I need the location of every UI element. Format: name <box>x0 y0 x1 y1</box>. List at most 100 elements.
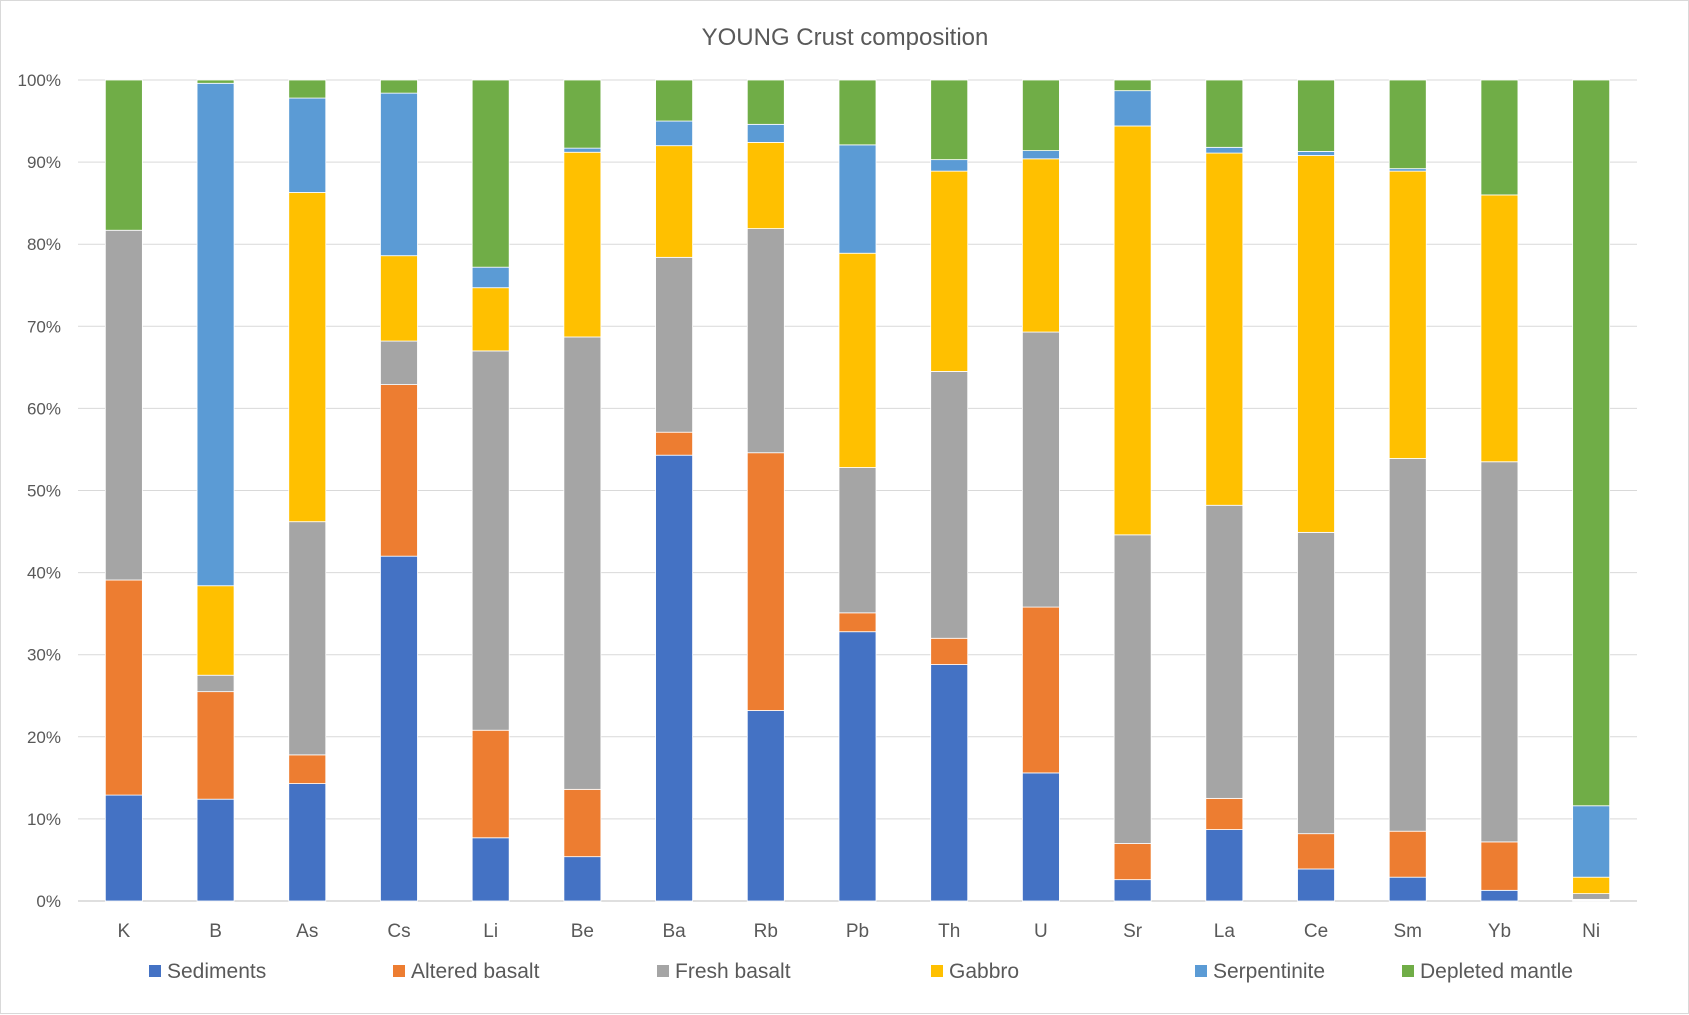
bar-segment-As-altered-basalt <box>288 754 327 784</box>
bar-segment-Th-sediments <box>930 664 969 902</box>
x-category-label-Yb: Yb <box>1488 921 1511 942</box>
legend-item-fresh-basalt: Fresh basalt <box>657 960 791 983</box>
bar-segment-U-sediments <box>1022 772 1060 902</box>
bar-segment-Li-altered-basalt <box>471 729 510 839</box>
bar-segment-Ni-depleted-mantle <box>1572 79 1611 807</box>
bar-segment-Th-fresh-basalt <box>930 371 969 639</box>
bar-stack-La <box>1205 79 1244 902</box>
bar-stack-Ba <box>655 79 693 902</box>
x-category-label-As: As <box>296 921 318 942</box>
bar-segment-Cs-depleted-mantle <box>380 79 418 94</box>
bar-segment-Rb-altered-basalt <box>746 452 785 711</box>
bar-segment-Rb-sediments <box>746 710 785 902</box>
bar-stack-Th <box>930 79 969 902</box>
bar-segment-Ba-sediments <box>655 454 693 902</box>
bar-segment-As-serpentinite <box>288 97 327 193</box>
y-tick-label: 100% <box>18 71 61 90</box>
bar-segment-Cs-fresh-basalt <box>380 340 418 385</box>
x-category-label-Cs: Cs <box>387 921 410 942</box>
y-tick-label: 0% <box>36 892 61 911</box>
bar-segment-Yb-fresh-basalt <box>1480 461 1519 843</box>
y-tick-label: 60% <box>27 399 61 418</box>
bar-segment-Cs-serpentinite <box>380 92 418 257</box>
bar-segment-K-altered-basalt <box>104 579 143 796</box>
x-category-label-B: B <box>209 921 222 942</box>
bar-segment-Rb-serpentinite <box>746 123 785 143</box>
legend-label: Sediments <box>167 960 266 983</box>
x-axis-category-labels: K B As Cs Li Be Ba Rb Pb Th U Sr La Ce Sm Yb Ni <box>118 921 1601 942</box>
bar-segment-Sr-sediments <box>1113 879 1152 902</box>
bar-segment-Be-serpentinite <box>563 147 602 153</box>
bar-stack-U <box>1022 79 1060 902</box>
bar-segment-Yb-gabbro <box>1480 194 1519 463</box>
bar-segment-Pb-gabbro <box>838 252 877 468</box>
bar-segment-Pb-altered-basalt <box>838 612 877 633</box>
x-category-label-Be: Be <box>571 921 594 942</box>
bar-segment-Be-sediments <box>563 856 602 902</box>
bar-stack-Pb <box>838 79 877 902</box>
bar-segment-La-serpentinite <box>1205 146 1244 154</box>
bar-segment-B-depleted-mantle <box>196 79 235 84</box>
bar-segment-Ce-gabbro <box>1297 155 1335 533</box>
stacked-bars <box>104 79 1611 902</box>
bar-segment-As-fresh-basalt <box>288 521 327 756</box>
bar-segment-Ce-serpentinite <box>1297 151 1335 156</box>
bar-segment-Sr-fresh-basalt <box>1113 534 1152 844</box>
legend-item-depleted-mantle: Depleted mantle <box>1402 960 1573 983</box>
bar-segment-U-altered-basalt <box>1022 606 1060 774</box>
y-tick-label: 30% <box>27 646 61 665</box>
bar-segment-Be-altered-basalt <box>563 788 602 858</box>
bar-segment-Ni-gabbro <box>1572 876 1611 895</box>
bar-segment-La-depleted-mantle <box>1205 79 1244 148</box>
legend-item-sediments: Sediments <box>149 960 266 983</box>
bar-segment-Yb-sediments <box>1480 889 1519 902</box>
bar-segment-Pb-fresh-basalt <box>838 467 877 614</box>
x-category-label-Ce: Ce <box>1304 921 1328 942</box>
y-tick-label: 10% <box>27 810 61 829</box>
bar-segment-K-fresh-basalt <box>104 229 143 581</box>
bar-stack-Sm <box>1388 79 1427 902</box>
legend-item-altered-basalt: Altered basalt <box>393 960 540 983</box>
bar-segment-Ba-altered-basalt <box>655 431 693 456</box>
bar-segment-Ba-fresh-basalt <box>655 256 693 433</box>
legend-label: Altered basalt <box>411 960 540 983</box>
bar-segment-Li-serpentinite <box>471 266 510 289</box>
bar-segment-Ni-fresh-basalt <box>1572 893 1611 900</box>
bar-segment-As-gabbro <box>288 192 327 523</box>
bar-segment-Sr-altered-basalt <box>1113 843 1152 881</box>
bar-stack-As <box>288 79 327 902</box>
bar-segment-Th-depleted-mantle <box>930 79 969 161</box>
bar-segment-Sm-fresh-basalt <box>1388 458 1427 832</box>
bar-segment-K-sediments <box>104 794 143 902</box>
legend-swatch <box>1195 965 1207 977</box>
bar-segment-B-serpentinite <box>196 82 235 587</box>
bar-segment-Sr-depleted-mantle <box>1113 79 1152 92</box>
bar-segment-Cs-sediments <box>380 555 418 902</box>
bar-segment-Pb-depleted-mantle <box>838 79 877 146</box>
bar-segment-K-depleted-mantle <box>104 79 143 231</box>
bar-segment-Li-gabbro <box>471 287 510 352</box>
bar-segment-Pb-sediments <box>838 631 877 902</box>
bar-segment-Be-depleted-mantle <box>563 79 602 149</box>
bar-stack-Ni <box>1572 79 1611 902</box>
bar-segment-Sm-altered-basalt <box>1388 830 1427 878</box>
bar-segment-Sr-serpentinite <box>1113 90 1152 127</box>
bar-segment-Li-fresh-basalt <box>471 350 510 731</box>
x-category-label-Rb: Rb <box>754 921 778 942</box>
bar-segment-Ba-depleted-mantle <box>655 79 693 122</box>
x-category-label-Sr: Sr <box>1123 921 1143 942</box>
bar-stack-Be <box>563 79 602 902</box>
bar-segment-Th-serpentinite <box>930 159 969 172</box>
bar-segment-La-altered-basalt <box>1205 797 1244 830</box>
bar-segment-Yb-depleted-mantle <box>1480 79 1519 196</box>
bar-segment-Rb-fresh-basalt <box>746 228 785 454</box>
bar-stack-Li <box>471 79 510 902</box>
y-tick-label: 20% <box>27 728 61 747</box>
bar-segment-Cs-altered-basalt <box>380 384 418 557</box>
bar-segment-U-gabbro <box>1022 158 1060 333</box>
bar-segment-Sr-gabbro <box>1113 125 1152 536</box>
bar-segment-La-gabbro <box>1205 152 1244 506</box>
bar-segment-Sm-depleted-mantle <box>1388 79 1427 170</box>
bar-segment-Sm-sediments <box>1388 876 1427 902</box>
bar-segment-Ce-altered-basalt <box>1297 833 1335 870</box>
